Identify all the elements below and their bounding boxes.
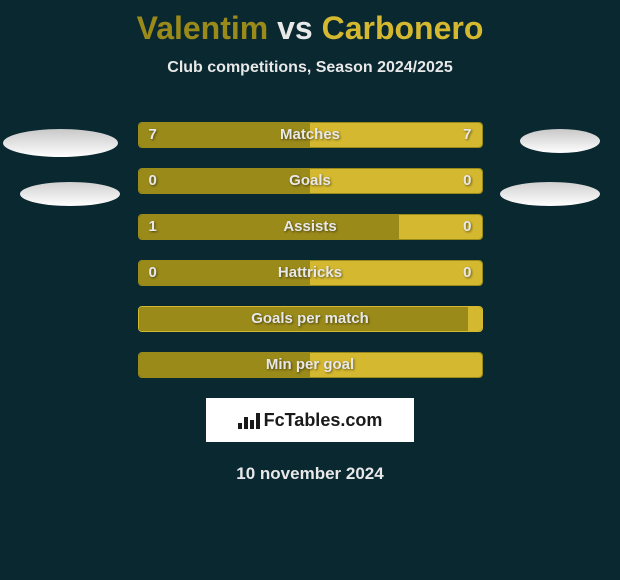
ellipse-decoration-left-2 <box>20 182 120 206</box>
stat-value-left: 0 <box>149 169 157 193</box>
comparison-title: Valentim vs Carbonero <box>0 0 620 47</box>
stat-label: Goals per match <box>139 307 482 331</box>
stat-row: Hattricks0 0 <box>138 260 483 286</box>
stat-value-left: 1 <box>149 215 157 239</box>
stat-value-left: 0 <box>149 261 157 285</box>
stat-row: Goals0 0 <box>138 168 483 194</box>
logo: FcTables.com <box>238 410 383 431</box>
stat-label: Assists <box>139 215 482 239</box>
logo-bars-icon <box>238 411 260 429</box>
subtitle: Club competitions, Season 2024/2025 <box>0 59 620 77</box>
logo-text-label: FcTables.com <box>264 410 383 431</box>
ellipse-decoration-left-1 <box>3 129 118 157</box>
stat-value-right: 0 <box>463 261 471 285</box>
stat-row: Goals per match <box>138 306 483 332</box>
stat-label: Goals <box>139 169 482 193</box>
stat-value-right: 7 <box>463 123 471 147</box>
stat-row: Assists1 0 <box>138 214 483 240</box>
stats-container: Matches77Goals00Assists10Hattricks00Goal… <box>0 122 620 378</box>
title-vs: vs <box>277 10 313 46</box>
stat-row: Matches7 7 <box>138 122 483 148</box>
ellipse-decoration-right-1 <box>520 129 600 153</box>
title-player2: Carbonero <box>322 10 484 46</box>
stat-label: Min per goal <box>139 353 482 377</box>
date-text: 10 november 2024 <box>0 464 620 484</box>
ellipse-decoration-right-2 <box>500 182 600 206</box>
stat-label: Hattricks <box>139 261 482 285</box>
stat-value-left: 7 <box>149 123 157 147</box>
stat-value-right: 0 <box>463 215 471 239</box>
title-player1: Valentim <box>137 10 269 46</box>
stat-label: Matches <box>139 123 482 147</box>
stat-row: Min per goal <box>138 352 483 378</box>
stat-value-right: 0 <box>463 169 471 193</box>
chart-area: Matches77Goals00Assists10Hattricks00Goal… <box>0 122 620 378</box>
logo-box: FcTables.com <box>206 398 414 442</box>
